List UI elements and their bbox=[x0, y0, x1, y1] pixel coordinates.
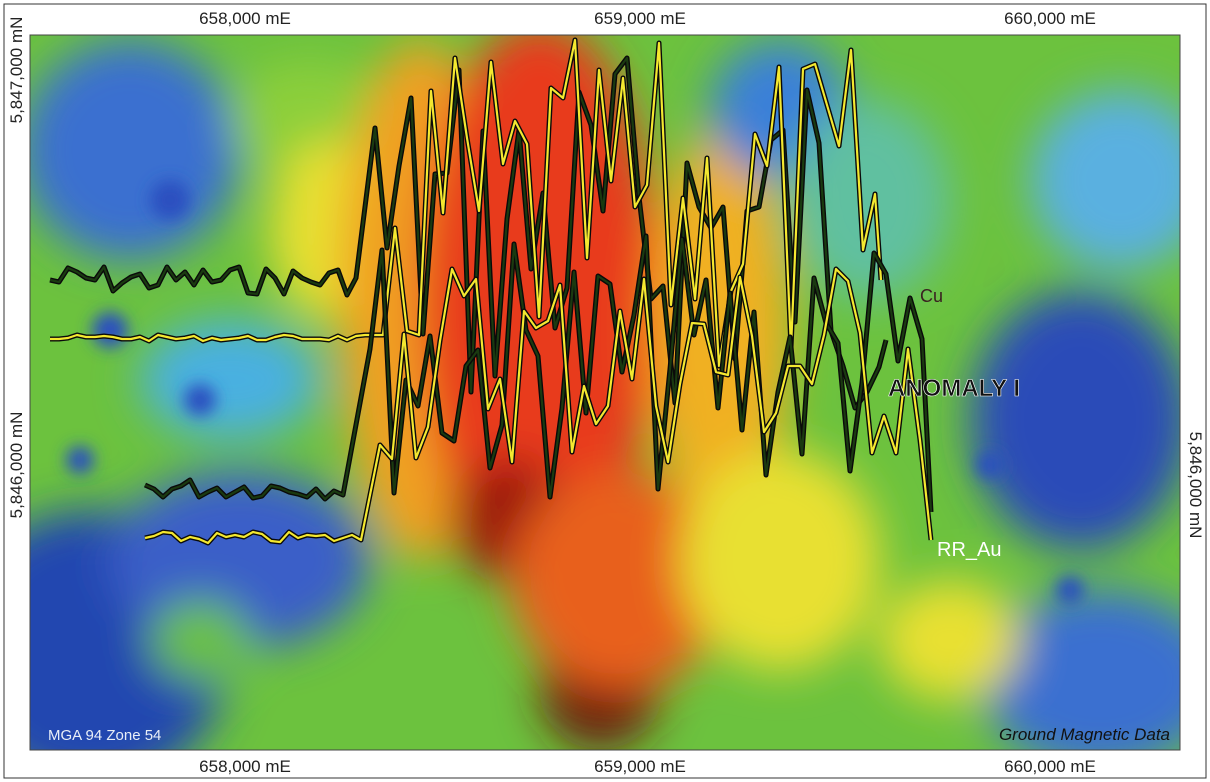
easting-label: 660,000 mE bbox=[1004, 9, 1096, 28]
easting-label: 658,000 mE bbox=[199, 9, 291, 28]
easting-label: 658,000 mE bbox=[199, 757, 291, 776]
anomaly-label: ANOMALY I bbox=[888, 375, 1020, 402]
map-figure: 658,000 mE 659,000 mE 660,000 mE 658,000… bbox=[0, 0, 1210, 782]
projection-label: MGA 94 Zone 54 bbox=[48, 727, 161, 744]
northing-label: 5,847,000 mN bbox=[7, 17, 26, 124]
line-label: Cu bbox=[920, 286, 943, 306]
source-label: Ground Magnetic Data bbox=[999, 725, 1170, 744]
easting-label: 659,000 mE bbox=[594, 757, 686, 776]
northing-label: 5,846,000 mN bbox=[7, 412, 26, 519]
easting-label: 659,000 mE bbox=[594, 9, 686, 28]
line-label: RR_Au bbox=[937, 539, 1001, 561]
northing-label: 5,846,000 mN bbox=[1186, 432, 1205, 539]
easting-label: 660,000 mE bbox=[1004, 757, 1096, 776]
